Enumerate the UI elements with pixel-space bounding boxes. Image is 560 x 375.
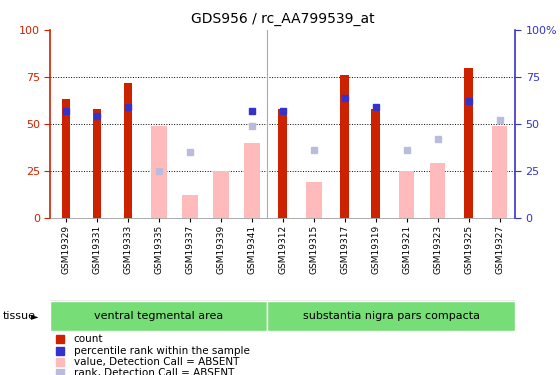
Bar <box>50 301 267 331</box>
Text: rank, Detection Call = ABSENT: rank, Detection Call = ABSENT <box>74 368 234 375</box>
Text: value, Detection Call = ABSENT: value, Detection Call = ABSENT <box>74 357 239 367</box>
Text: ►: ► <box>31 311 38 321</box>
Text: tissue: tissue <box>3 311 36 321</box>
Bar <box>244 142 260 218</box>
Bar <box>340 75 349 217</box>
Bar <box>182 195 198 217</box>
Bar <box>151 126 167 218</box>
Title: GDS956 / rc_AA799539_at: GDS956 / rc_AA799539_at <box>191 12 375 26</box>
Bar <box>492 126 507 218</box>
Bar <box>430 163 446 218</box>
Bar <box>62 99 70 218</box>
Text: ventral tegmental area: ventral tegmental area <box>94 311 223 321</box>
Bar <box>267 301 515 331</box>
Bar <box>92 109 101 217</box>
Bar <box>464 68 473 218</box>
Bar <box>124 82 132 218</box>
Text: substantia nigra pars compacta: substantia nigra pars compacta <box>303 311 480 321</box>
Bar <box>399 171 414 217</box>
Bar <box>306 182 321 218</box>
Text: percentile rank within the sample: percentile rank within the sample <box>74 346 250 355</box>
Bar <box>213 171 228 217</box>
Bar <box>278 109 287 217</box>
Bar <box>371 109 380 217</box>
Text: count: count <box>74 334 103 344</box>
